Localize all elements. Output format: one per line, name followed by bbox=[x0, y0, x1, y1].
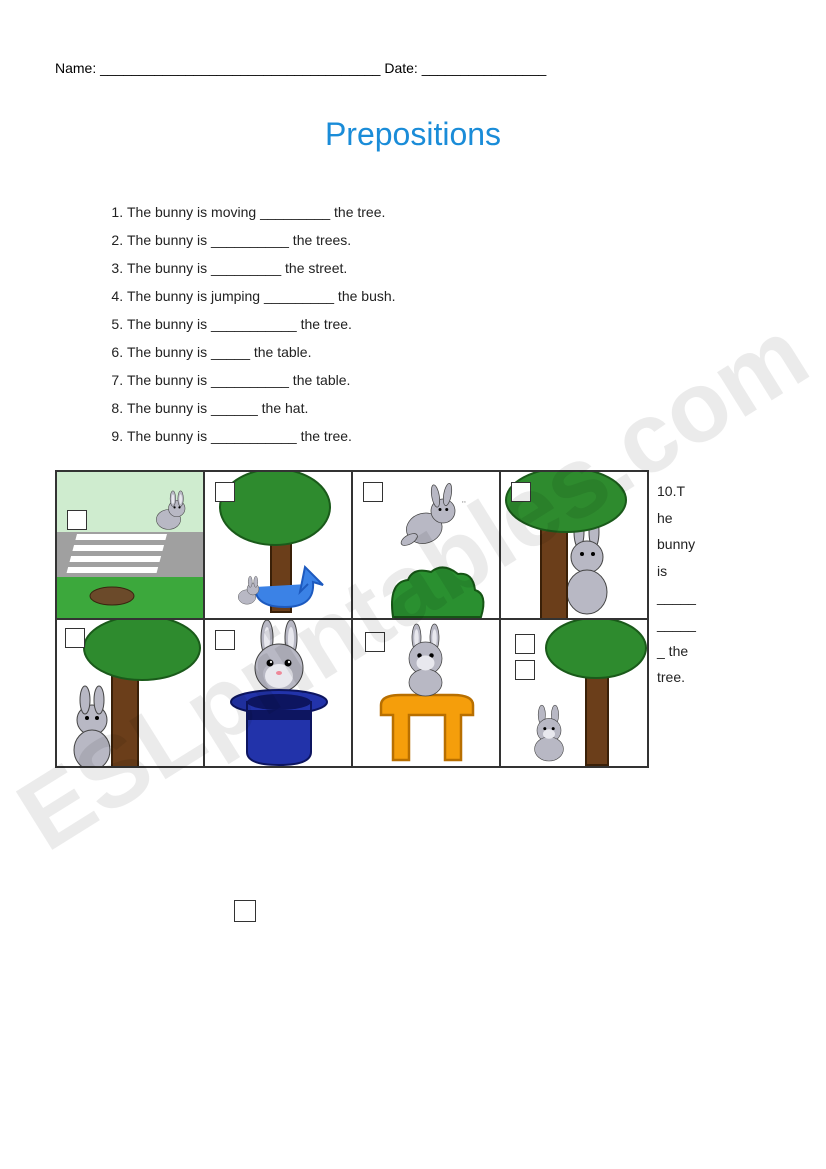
answer-checkbox[interactable] bbox=[215, 630, 235, 650]
svg-text:,,: ,, bbox=[462, 495, 466, 504]
q10-part: _____ bbox=[657, 616, 696, 632]
q10-part: _____ bbox=[657, 589, 696, 605]
cell-over-bush: ,, bbox=[352, 471, 500, 619]
answer-checkbox[interactable] bbox=[67, 510, 87, 530]
date-label: Date: bbox=[380, 60, 421, 76]
q10-part: is bbox=[657, 563, 667, 579]
cell-street bbox=[56, 471, 204, 619]
question-list: The bunny is moving _________ the tree. … bbox=[55, 198, 771, 450]
header-line: Name: __________________________________… bbox=[55, 60, 771, 76]
answer-checkbox[interactable] bbox=[515, 634, 535, 654]
answer-checkbox[interactable] bbox=[515, 660, 535, 680]
question-item: The bunny is ___________ the tree. bbox=[127, 310, 771, 338]
orphan-checkbox[interactable] bbox=[234, 900, 256, 922]
answer-checkbox[interactable] bbox=[215, 482, 235, 502]
name-label: Name: bbox=[55, 60, 100, 76]
answer-checkbox[interactable] bbox=[365, 632, 385, 652]
worksheet-page: Name: __________________________________… bbox=[0, 0, 826, 768]
cell-around-tree bbox=[204, 471, 352, 619]
question-item: The bunny is ______ the hat. bbox=[127, 394, 771, 422]
question-item: The bunny is __________ the table. bbox=[127, 366, 771, 394]
street-scene-icon bbox=[57, 472, 204, 619]
answer-checkbox[interactable] bbox=[363, 482, 383, 502]
question-item: The bunny is _____ the table. bbox=[127, 338, 771, 366]
q10-part: T bbox=[676, 483, 685, 499]
page-title: Prepositions bbox=[55, 116, 771, 153]
q10-num: 10. bbox=[657, 483, 676, 499]
q10-part: he bbox=[657, 510, 673, 526]
name-blank[interactable]: ____________________________________ bbox=[100, 60, 380, 76]
question-item: The bunny is _________ the street. bbox=[127, 254, 771, 282]
answer-checkbox[interactable] bbox=[511, 482, 531, 502]
cell-in-hat bbox=[204, 619, 352, 767]
cell-next-to-tree bbox=[500, 619, 648, 767]
cell-on-table bbox=[352, 619, 500, 767]
q10-part: tree. bbox=[657, 669, 685, 685]
question-item: The bunny is __________ the trees. bbox=[127, 226, 771, 254]
cell-behind-tree bbox=[500, 471, 648, 619]
image-grid-area: ,, bbox=[55, 470, 771, 768]
question-item: The bunny is ___________ the tree. bbox=[127, 422, 771, 450]
question-10-side: 10.T he bunny is _____ _____ _ the tree. bbox=[649, 470, 707, 691]
q10-part: bunny bbox=[657, 536, 695, 552]
q10-part: _ the bbox=[657, 643, 688, 659]
question-item: The bunny is moving _________ the tree. bbox=[127, 198, 771, 226]
answer-checkbox[interactable] bbox=[65, 628, 85, 648]
question-item: The bunny is jumping _________ the bush. bbox=[127, 282, 771, 310]
date-blank[interactable]: ________________ bbox=[422, 60, 547, 76]
cell-behind-tree-2 bbox=[56, 619, 204, 767]
image-grid: ,, bbox=[55, 470, 649, 768]
